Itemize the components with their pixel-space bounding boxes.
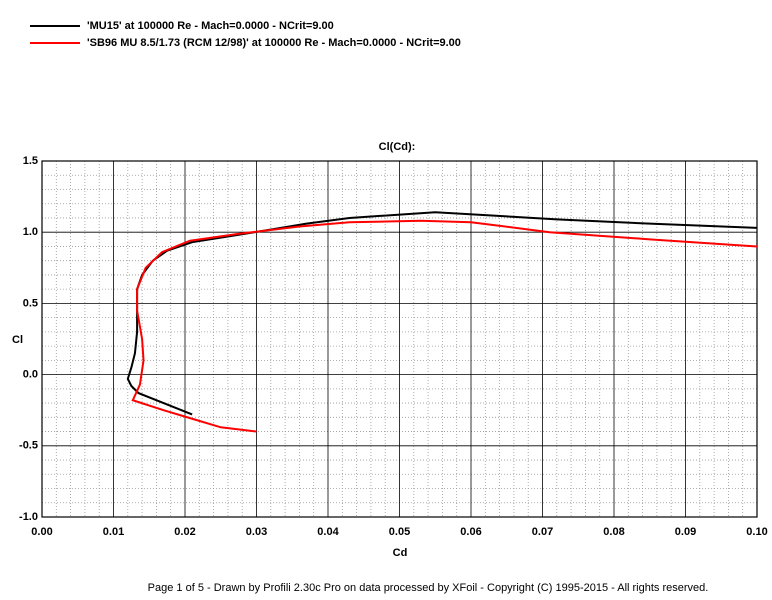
x-tick-label: 0.04 [317,526,339,538]
x-tick-label: 0.06 [460,526,481,538]
x-tick-label: 0.05 [389,526,410,538]
y-tick-label: 1.0 [23,226,38,238]
x-tick-label: 0.01 [103,526,124,538]
y-tick-label: 0.5 [23,297,38,309]
x-tick-label: 0.09 [675,526,696,538]
legend-label: 'MU15' at 100000 Re - Mach=0.0000 - NCri… [87,20,334,32]
legend-label: 'SB96 MU 8.5/1.73 (RCM 12/98)' at 100000… [87,37,461,49]
x-tick-label: 0.00 [31,526,52,538]
y-axis-label: Cl [12,334,23,346]
y-tick-label: -1.0 [19,511,38,523]
chart-title: Cl(Cd): [379,141,416,153]
plot-frame [41,160,758,518]
x-tick-label: 0.02 [174,526,195,538]
x-tick-label: 0.03 [246,526,267,538]
y-tick-label: -0.5 [19,440,38,452]
x-tick-label: 0.08 [603,526,624,538]
x-tick-label: 0.10 [746,526,767,538]
y-tick-label: 0.0 [23,369,38,381]
y-tick-label: 1.5 [23,155,38,167]
footer: Page 1 of 5 - Drawn by Profili 2.30c Pro… [148,582,709,594]
x-axis-label: Cd [393,547,408,559]
series-line [131,219,758,433]
x-tick-label: 0.07 [532,526,553,538]
series-line [126,211,758,416]
